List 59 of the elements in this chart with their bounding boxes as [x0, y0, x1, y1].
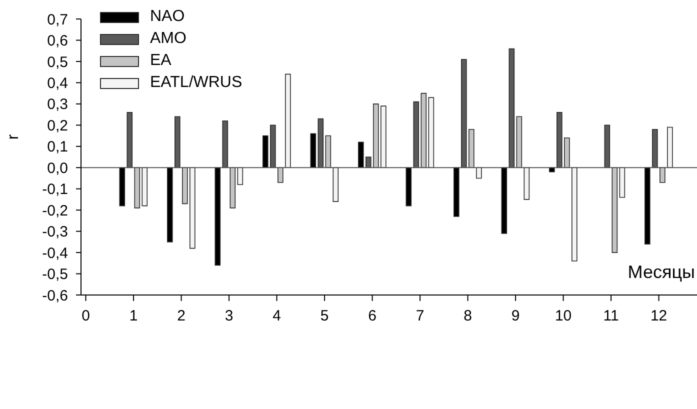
bar	[660, 167, 666, 183]
x-tick-label: 4	[272, 308, 281, 325]
bar	[142, 167, 148, 206]
bar	[454, 167, 460, 217]
bar	[524, 167, 530, 200]
legend-label: NAO	[150, 8, 185, 26]
bar	[428, 97, 434, 168]
bar	[237, 167, 244, 185]
bar	[167, 167, 173, 242]
bar	[134, 167, 140, 208]
x-tick-label: 12	[650, 308, 668, 325]
x-axis-title: Месяцы	[628, 262, 695, 282]
x-tick-label: 2	[177, 308, 186, 325]
bar	[119, 167, 126, 206]
bar	[612, 167, 618, 253]
x-tick-label: 3	[224, 308, 234, 325]
y-tick-label: -0,4	[42, 244, 68, 262]
bar	[619, 167, 626, 198]
y-tick-label: -0,5	[42, 266, 68, 284]
y-tick-label: -0,2	[42, 202, 68, 220]
bar	[644, 167, 650, 244]
y-tick-label: -0,6	[42, 287, 68, 304]
bar	[230, 167, 236, 208]
x-tick-label: 11	[603, 308, 619, 325]
y-tick-label: -0,3	[42, 224, 68, 241]
bar	[406, 167, 412, 206]
x-tick-label: 7	[416, 308, 424, 325]
y-tick-label: 0,7	[47, 11, 68, 28]
bar	[278, 167, 284, 183]
bar	[325, 135, 332, 168]
y-axis-title: r	[4, 134, 22, 140]
legend-label: AMO	[150, 30, 186, 48]
bar	[332, 167, 339, 202]
y-tick-label: 0,2	[47, 117, 68, 134]
y-tick-label: 0,6	[47, 32, 68, 50]
bar	[667, 126, 673, 168]
bar	[214, 167, 221, 266]
y-tick-label: 0,1	[47, 138, 68, 156]
bar	[285, 74, 291, 168]
x-tick-label: 0	[82, 308, 90, 325]
legend-label: EATL/WRUS	[150, 74, 242, 92]
bar	[572, 167, 578, 262]
bar	[516, 116, 522, 168]
x-tick-label: 6	[368, 308, 376, 325]
x-tick-label: 5	[320, 308, 329, 325]
bar	[420, 92, 427, 168]
bar	[501, 167, 508, 234]
bar	[476, 167, 482, 179]
y-tick-label: 0,4	[47, 75, 68, 92]
x-tick-label: 10	[554, 308, 572, 325]
x-tick-label: 8	[464, 308, 472, 325]
legend-label: EA	[150, 52, 172, 70]
x-tick-label: 1	[129, 308, 138, 325]
y-tick-label: 0,0	[47, 160, 68, 177]
bar	[310, 133, 316, 168]
y-tick-label: 0,5	[47, 54, 68, 71]
y-tick-label: -0,1	[42, 181, 68, 198]
x-tick-label: 9	[511, 308, 520, 325]
y-tick-label: 0,3	[47, 96, 68, 114]
